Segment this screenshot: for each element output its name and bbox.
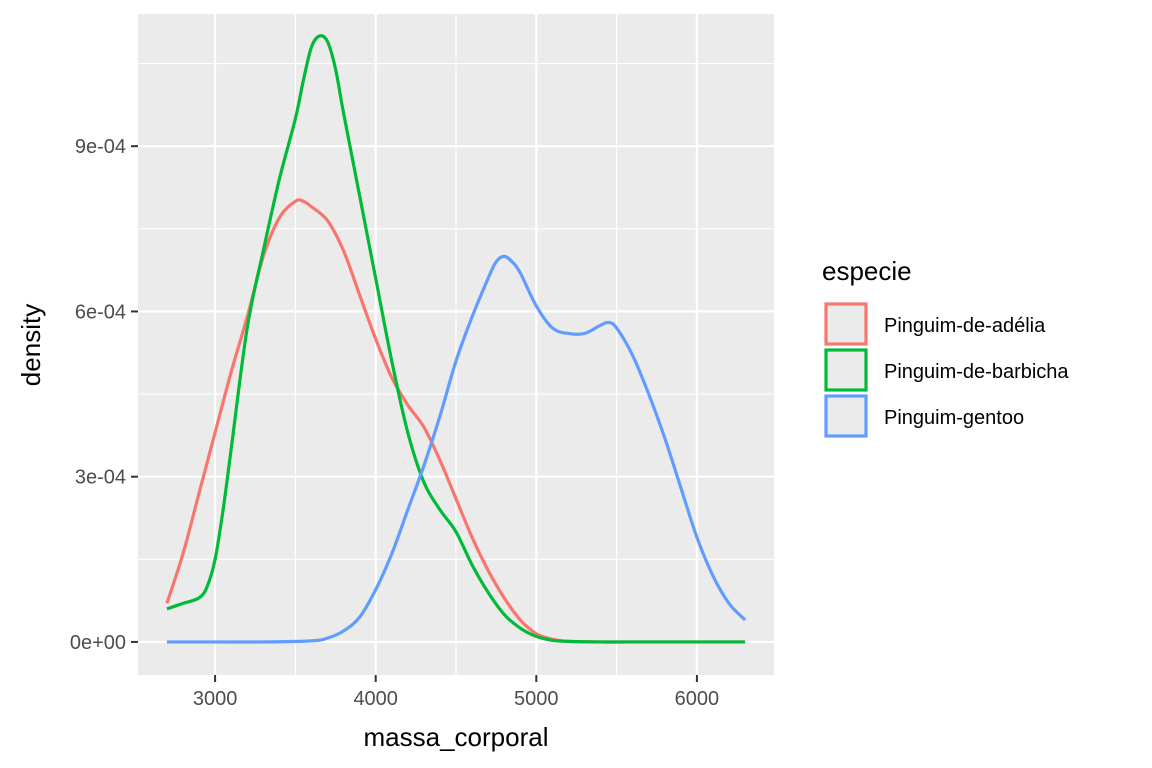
density-line-gentoo <box>166 254 747 644</box>
legend-key-adelia <box>824 302 868 346</box>
y-tick-label: 6e-04 <box>75 301 126 323</box>
legend-label-gentoo: Pinguim-gentoo <box>884 407 1024 429</box>
x-axis: 3000 4000 5000 6000 <box>193 675 719 710</box>
legend-key-barbicha <box>824 348 868 392</box>
legend-key-gentoo <box>824 394 868 438</box>
major-gridlines <box>138 14 774 675</box>
legend-label-adelia: Pinguim-de-adélia <box>884 315 1046 337</box>
legend-label-barbicha: Pinguim-de-barbicha <box>884 361 1069 383</box>
legend: especie Pinguim-de-adélia Pinguim-de-barb… <box>822 256 1069 438</box>
legend-title: especie <box>822 256 912 286</box>
density-lines <box>165 34 747 644</box>
x-tick-label: 6000 <box>675 688 720 710</box>
y-tick-label: 9e-04 <box>75 136 126 158</box>
x-axis-title: massa_corporal <box>364 722 549 752</box>
y-tick-label: 0e+00 <box>70 632 126 654</box>
density-line-barbicha <box>166 34 746 644</box>
x-tick-label: 3000 <box>193 688 238 710</box>
x-tick-label: 4000 <box>353 688 398 710</box>
y-axis-title: density <box>16 304 46 386</box>
y-axis: 0e+00 3e-04 6e-04 9e-04 <box>70 136 138 654</box>
y-tick-label: 3e-04 <box>75 467 126 489</box>
x-tick-label: 5000 <box>514 688 559 710</box>
